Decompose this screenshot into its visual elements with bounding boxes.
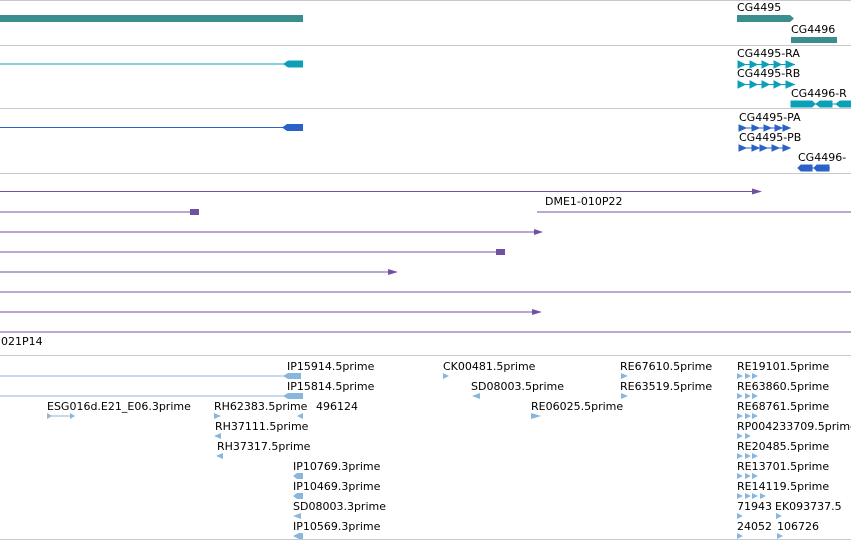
est-feature-ip10469[interactable] xyxy=(293,493,303,499)
est-label-re06025: RE06025.5prime xyxy=(531,400,623,413)
transcript-label-cg4495-rb: CG4495-RB xyxy=(737,67,800,80)
est-label-re68761: RE68761.5prime xyxy=(737,400,829,413)
clone-feature-7[interactable] xyxy=(0,309,542,315)
est-label-rh62383: RH62383.5prime xyxy=(214,400,308,413)
clone-label-dme1-010p22: DME1-010P22 xyxy=(545,195,623,208)
est-feature-rp004233709[interactable] xyxy=(737,433,751,439)
est-feature-re06025[interactable] xyxy=(531,413,541,419)
clone-feature-2[interactable] xyxy=(0,209,199,215)
est-label-ip10469: IP10469.3prime xyxy=(293,480,381,493)
protein-label-cg4495-pa: CG4495-PA xyxy=(739,111,801,124)
protein-label-cg4496-p: CG4496- xyxy=(798,151,846,164)
est-label-re20485: RE20485.5prime xyxy=(737,440,829,453)
est-feature-71943[interactable] xyxy=(737,513,743,519)
clone-feature-4[interactable] xyxy=(0,249,505,255)
est-feature-rh37317[interactable] xyxy=(216,453,223,459)
transcript-label-cg4496-r: CG4496-R xyxy=(791,87,847,100)
transcript-cg4495-rb[interactable] xyxy=(737,80,796,89)
est-feature-ip15914[interactable] xyxy=(283,373,301,379)
est-label-rp004233709: RP004233709.5prime xyxy=(737,420,851,433)
gene-label-cg4495: CG4495 xyxy=(737,1,781,14)
est-feature-rh62383[interactable] xyxy=(214,413,221,419)
est-feature-ck00481[interactable] xyxy=(443,373,449,379)
gene-feature-cg4495[interactable] xyxy=(737,15,794,22)
clone-track: DME1-010P22 021P14 xyxy=(0,188,851,348)
clone-feature-3[interactable] xyxy=(0,229,543,235)
est-label-esg016d: ESG016d.E21_E06.3prime xyxy=(47,400,191,413)
transcript-exon-left[interactable] xyxy=(283,60,303,68)
est-label-24052: 24052 xyxy=(737,520,772,533)
protein-track: CG4495-PA CG4495-PB CG4496- xyxy=(0,111,846,172)
est-label-ek093737: EK093737.5 xyxy=(775,500,842,513)
gene-label-cg4496: CG4496 xyxy=(791,23,835,36)
est-label-496124: 496124 xyxy=(316,400,358,413)
est-label-re14119: RE14119.5prime xyxy=(737,480,829,493)
est-feature-ek093737[interactable] xyxy=(776,513,782,519)
est-label-sd08003-3: SD08003.3prime xyxy=(293,500,386,513)
gene-track: CG4495 CG4496 xyxy=(0,1,837,43)
est-feature-sd08003-5[interactable] xyxy=(472,393,480,399)
est-label-re63860: RE63860.5prime xyxy=(737,380,829,393)
est-label-rh37317: RH37317.5prime xyxy=(217,440,311,453)
est-feature-re14119[interactable] xyxy=(737,493,766,499)
transcript-label-cg4495-ra: CG4495-RA xyxy=(737,47,800,60)
est-feature-sd08003-3[interactable] xyxy=(293,513,301,519)
est-feature-re63860[interactable] xyxy=(737,393,758,399)
est-label-re19101: RE19101.5prime xyxy=(737,360,829,373)
est-feature-re13701[interactable] xyxy=(737,473,758,479)
est-label-ip10769: IP10769.3prime xyxy=(293,460,381,473)
est-track: IP15914.5prime IP15814.5prime ESG016d.E2… xyxy=(0,360,851,539)
est-label-re63519: RE63519.5prime xyxy=(620,380,712,393)
transcript-cg4495-ra[interactable] xyxy=(737,60,796,69)
gene-feature-left[interactable] xyxy=(0,15,303,22)
clone-label-021p14: 021P14 xyxy=(1,335,43,348)
clone-feature-5[interactable] xyxy=(0,269,398,275)
est-label-ip15814: IP15814.5prime xyxy=(287,380,375,393)
est-label-re67610: RE67610.5prime xyxy=(620,360,712,373)
est-feature-re63519[interactable] xyxy=(621,393,628,399)
gene-feature-cg4496[interactable] xyxy=(791,37,837,43)
est-feature-re20485[interactable] xyxy=(737,453,758,459)
protein-cg4496-p[interactable] xyxy=(797,164,830,172)
est-label-71943: 71943 xyxy=(737,500,772,513)
est-feature-esg016d[interactable] xyxy=(47,413,75,419)
clone-feature-1[interactable] xyxy=(0,188,762,195)
transcript-track: CG4495-RA CG4495-RB CG4496-R xyxy=(0,47,851,108)
est-feature-re68761[interactable] xyxy=(737,413,758,419)
est-feature-106726[interactable] xyxy=(777,533,783,539)
est-feature-ip10769[interactable] xyxy=(293,473,303,479)
est-feature-ip15814[interactable] xyxy=(283,393,303,399)
est-feature-496124[interactable] xyxy=(297,413,303,419)
est-label-re13701: RE13701.5prime xyxy=(737,460,829,473)
transcript-cg4496-r[interactable] xyxy=(790,100,851,108)
est-feature-ip10569[interactable] xyxy=(293,533,303,539)
est-feature-24052[interactable] xyxy=(737,533,743,539)
est-label-ip10569: IP10569.3prime xyxy=(293,520,381,533)
est-label-rh37111: RH37111.5prime xyxy=(215,420,309,433)
est-label-ip15914: IP15914.5prime xyxy=(287,360,375,373)
protein-label-cg4495-pb: CG4495-PB xyxy=(739,131,801,144)
est-feature-rh37111[interactable] xyxy=(214,433,221,439)
est-label-106726: 106726 xyxy=(777,520,819,533)
protein-exon-left[interactable] xyxy=(282,124,303,131)
est-label-sd08003-5: SD08003.5prime xyxy=(471,380,564,393)
est-feature-re67610[interactable] xyxy=(621,373,628,379)
est-feature-re19101[interactable] xyxy=(737,373,758,379)
protein-cg4495-pb[interactable] xyxy=(738,144,792,152)
protein-cg4495-pa[interactable] xyxy=(738,124,792,132)
est-label-ck00481: CK00481.5prime xyxy=(443,360,536,373)
